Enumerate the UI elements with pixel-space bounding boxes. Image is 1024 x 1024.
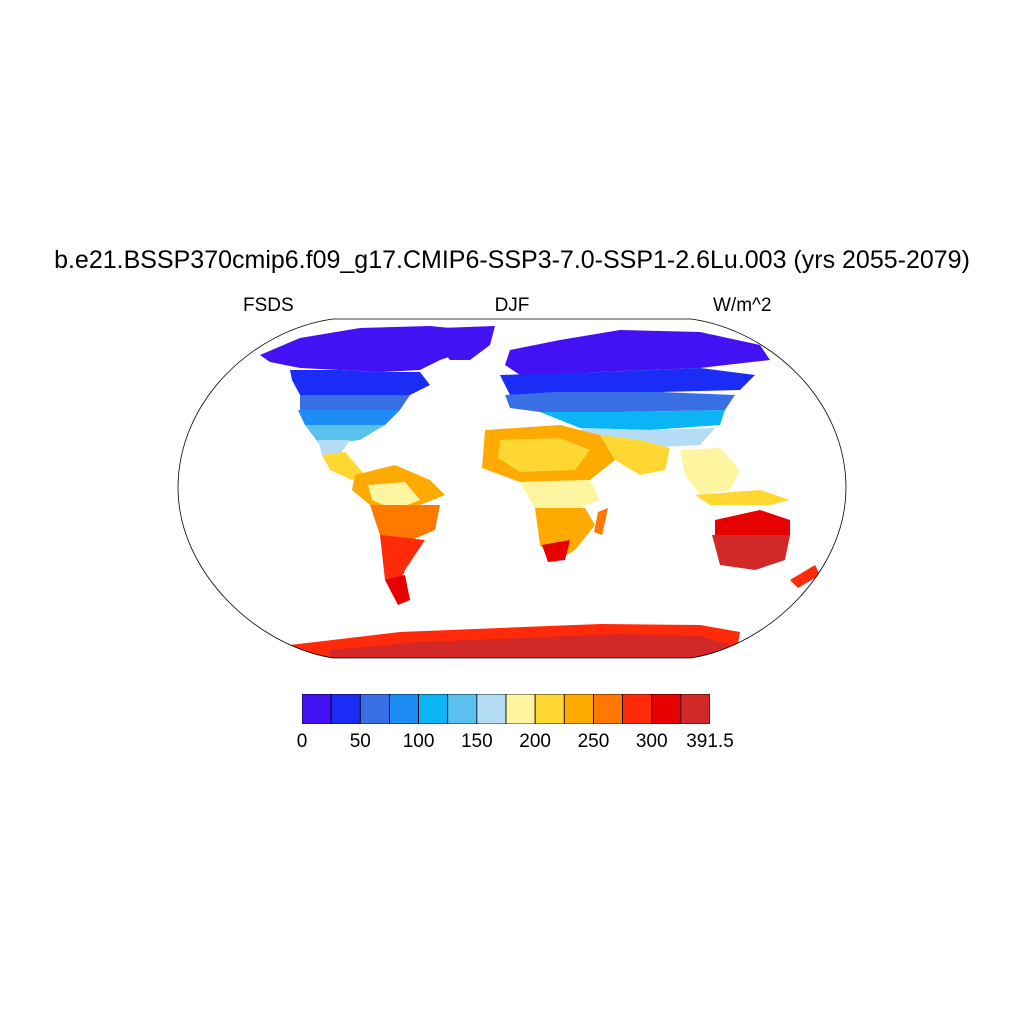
colorbar-swatch: [505, 694, 536, 724]
eurasia-arctic: [505, 330, 770, 375]
colorbar-tick-label: 250: [577, 731, 610, 752]
colorbar-swatch: [418, 694, 449, 724]
colorbar-swatch: [447, 694, 478, 724]
colorbar-tick-label: 0: [296, 731, 308, 752]
colorbar-tick-label: 50: [349, 731, 371, 752]
colorbar-swatch: [302, 694, 332, 724]
colorbar-swatch: [389, 694, 419, 724]
colorbar-tick-label: 200: [519, 731, 551, 752]
eurasia-upper: [500, 368, 755, 395]
antarctica-interior: [330, 634, 730, 658]
north-america-gulf: [318, 440, 350, 455]
southeast-asia: [680, 448, 740, 495]
madagascar: [594, 508, 608, 535]
globe-outline: [177, 318, 847, 659]
colorbar-swatch: [651, 694, 682, 724]
colorbar-tick-label: 391.5: [686, 731, 734, 752]
colorbar-tick-label: 300: [635, 731, 668, 752]
colorbar-swatch: [593, 694, 623, 724]
africa-tip: [542, 540, 570, 562]
colorbar: [302, 694, 710, 724]
south-america-tip: [385, 575, 410, 605]
colorbar-tick-label: 100: [402, 731, 435, 752]
africa-sahara: [498, 438, 590, 472]
north-america-lower: [298, 410, 400, 425]
map-title: b.e21.BSSP370cmip6.f09_g17.CMIP6-SSP3-7.…: [54, 246, 970, 274]
colorbar-swatch: [359, 694, 390, 724]
africa-central: [520, 480, 600, 510]
units-label: W/m^2: [713, 295, 772, 316]
colorbar-swatch: [534, 694, 565, 724]
north-america-upper: [290, 370, 430, 395]
colorbar-swatch: [622, 694, 653, 724]
south-america-amazon: [368, 482, 420, 510]
north-america-mid: [300, 395, 410, 410]
arabia-india: [600, 435, 670, 475]
variable-label: FSDS: [243, 295, 294, 316]
australia-south: [712, 535, 790, 570]
eurasia-lower: [540, 410, 725, 430]
central-america: [322, 452, 365, 480]
eurasia-mid: [505, 392, 735, 412]
colorbar-swatch: [476, 694, 507, 724]
colorbar-swatch: [680, 694, 710, 724]
land-field: [260, 326, 820, 658]
new-zealand: [790, 565, 820, 588]
colorbar-swatch: [563, 694, 594, 724]
colorbar-swatch: [330, 694, 361, 724]
australia-north: [715, 510, 790, 540]
greenland: [438, 326, 495, 360]
indonesia: [695, 490, 790, 505]
season-label: DJF: [494, 295, 530, 316]
north-america-arctic: [260, 326, 490, 372]
south-america-mid: [370, 505, 440, 545]
colorbar-tick-label: 150: [460, 731, 493, 752]
